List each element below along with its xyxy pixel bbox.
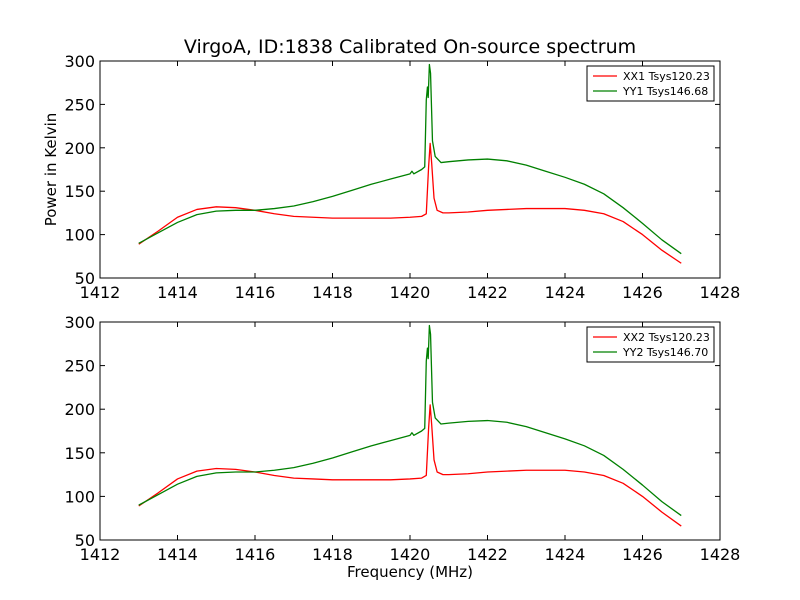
- series-line-yy2: [138, 324, 682, 517]
- chart-title: VirgoA, ID:1838 Calibrated On-source spe…: [184, 36, 636, 58]
- y-tick-label: 300: [64, 52, 95, 71]
- legend-box: [586, 65, 715, 102]
- legend-box: [586, 326, 715, 363]
- y-tick-label: 300: [64, 313, 95, 332]
- y-axis-label: Power in Kelvin: [42, 113, 60, 227]
- x-tick-label: 1426: [622, 283, 663, 302]
- x-tick-label: 1416: [235, 545, 276, 564]
- x-tick-label: 1414: [157, 283, 198, 302]
- x-tick-label: 1412: [80, 283, 121, 302]
- legend: XX1 Tsys120.23 YY1 Tsys146.68: [586, 65, 715, 102]
- series-line-yy1: [138, 63, 682, 255]
- x-tick-label: 1422: [467, 545, 508, 564]
- legend-entry: XX2 Tsys120.23: [623, 331, 710, 344]
- x-tick-label: 1424: [545, 545, 586, 564]
- y-tick-label: 150: [64, 182, 95, 201]
- series-group: [138, 63, 682, 264]
- x-tick-label: 1422: [467, 283, 508, 302]
- legend: XX2 Tsys120.23 YY2 Tsys146.70: [586, 326, 715, 363]
- y-tick-label: 150: [64, 444, 95, 463]
- y-tick-label: 100: [64, 226, 95, 245]
- x-tick-label: 1420: [390, 545, 431, 564]
- bottom-panel: 1412 1414 1416 1418 1420 1422 1424 1426 1428 50 10…: [64, 313, 740, 581]
- y-tick-label: 50: [75, 531, 95, 550]
- series-group: [138, 324, 682, 527]
- legend-entry: YY2 Tsys146.70: [622, 346, 708, 359]
- y-tick-label: 250: [64, 357, 95, 376]
- x-tick-label: 1426: [622, 545, 663, 564]
- x-tick-label: 1420: [390, 283, 431, 302]
- x-tick-label: 1414: [157, 545, 198, 564]
- legend-entry: XX1 Tsys120.23: [623, 70, 710, 83]
- y-tick-label: 250: [64, 95, 95, 114]
- top-panel: 1412 1414 1416 1418 1420 1422 1424 1426 1428 50 10…: [42, 52, 740, 302]
- y-tick-label: 100: [64, 487, 95, 506]
- x-tick-label: 1412: [80, 545, 121, 564]
- x-tick-label: 1418: [312, 283, 353, 302]
- legend-entry: YY1 Tsys146.68: [622, 85, 708, 98]
- x-tick-label: 1418: [312, 545, 353, 564]
- x-tick-label: 1428: [700, 283, 741, 302]
- x-tick-label: 1428: [700, 545, 741, 564]
- x-tick-label: 1424: [545, 283, 586, 302]
- x-axis-label: Frequency (MHz): [347, 563, 473, 581]
- y-tick-label: 50: [75, 269, 95, 288]
- y-tick-label: 200: [64, 400, 95, 419]
- y-tick-label: 200: [64, 139, 95, 158]
- x-tick-label: 1416: [235, 283, 276, 302]
